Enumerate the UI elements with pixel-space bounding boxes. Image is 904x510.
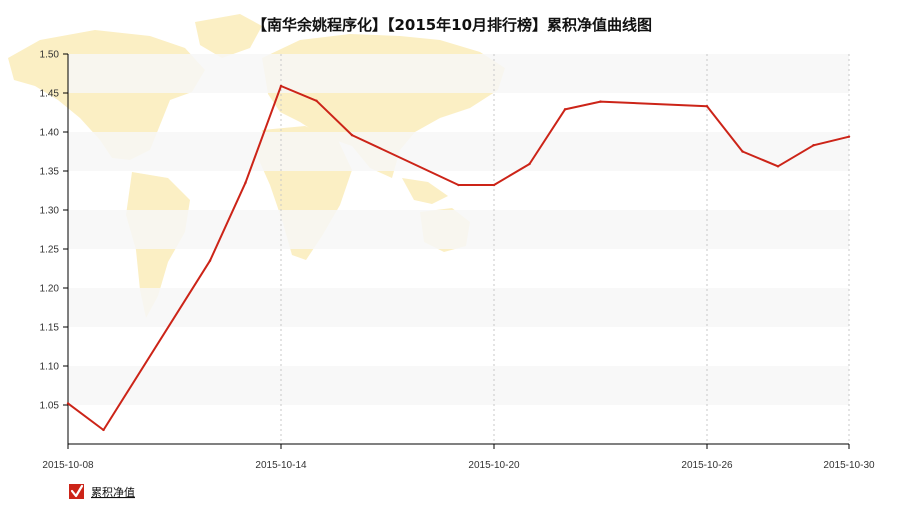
x-tick-label: 2015-10-14 (255, 460, 307, 471)
series-lines (66, 84, 851, 432)
data-point (279, 84, 283, 88)
y-tick-label: 1.40 (40, 128, 60, 139)
data-point (244, 181, 247, 184)
data-point (563, 108, 567, 111)
x-tick-label: 2015-10-08 (42, 460, 94, 471)
data-point (208, 259, 212, 262)
y-tick-label: 1.10 (40, 362, 60, 373)
data-point (599, 100, 602, 103)
chart-title: 【南华余姚程序化】【2015年10月排行榜】累积净值曲线图 (252, 16, 652, 34)
map-southeast-asia (402, 178, 448, 204)
x-tick-label: 2015-10-26 (681, 460, 733, 471)
y-tick-label: 1.05 (40, 401, 60, 412)
map-greenland (195, 14, 262, 58)
vertical-grid (280, 54, 850, 444)
y-tick-label: 1.50 (40, 50, 60, 61)
grid-band (68, 210, 849, 249)
data-point (315, 99, 318, 103)
y-tick-label: 1.25 (40, 245, 60, 256)
y-tick-label: 1.30 (40, 206, 60, 217)
x-tick-label: 2015-10-30 (823, 460, 875, 471)
grid-band (68, 54, 849, 93)
data-point (492, 183, 496, 187)
y-tick-label: 1.15 (40, 323, 60, 334)
y-tick-label: 1.20 (40, 284, 60, 295)
y-tick-label: 1.45 (40, 89, 60, 100)
data-point (66, 402, 70, 405)
data-point (776, 165, 780, 168)
data-point (847, 135, 851, 138)
data-point (350, 133, 354, 137)
data-point (102, 428, 105, 432)
legend[interactable]: 累积净值 (69, 484, 135, 499)
grid-band (68, 366, 849, 405)
grid-bands (68, 54, 849, 405)
grid-band (68, 132, 849, 171)
data-point (705, 105, 709, 108)
legend-label[interactable]: 累积净值 (91, 485, 135, 499)
data-point (457, 183, 460, 187)
data-point (528, 162, 531, 166)
x-axis-ticks: 2015-10-08 2015-10-14 2015-10-20 2015-10-26… (42, 444, 875, 471)
x-tick-label: 2015-10-20 (468, 460, 520, 471)
y-tick-label: 1.35 (40, 167, 60, 178)
data-point (812, 144, 815, 147)
data-point (741, 150, 744, 153)
check-icon (70, 484, 84, 498)
grid-band (68, 288, 849, 327)
y-axis-ticks: 1.05 1.10 1.15 1.20 1.25 1.30 1.35 1.40 1.45 1.50 (40, 50, 68, 412)
